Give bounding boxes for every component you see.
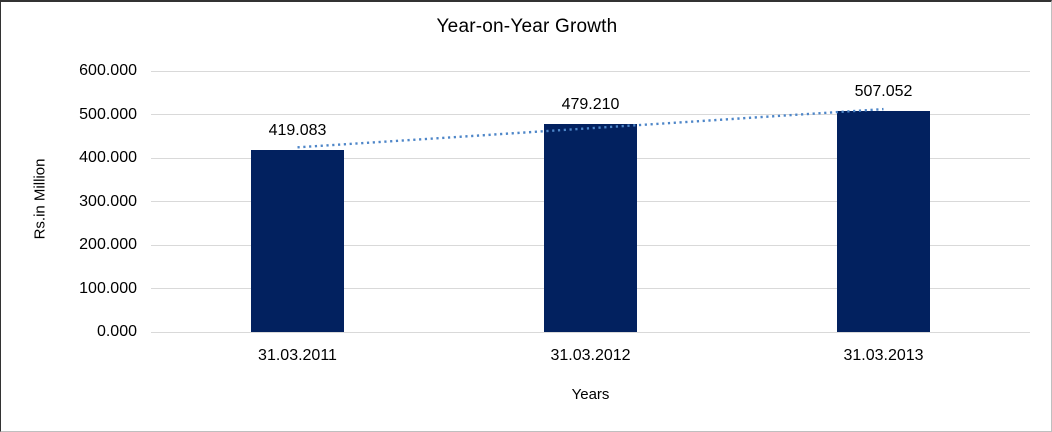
data-label: 507.052: [854, 83, 913, 101]
bar: [251, 149, 344, 332]
x-axis-title: Years: [571, 386, 610, 403]
y-axis-tick-label: 500.000: [79, 105, 137, 123]
x-axis-tick-label: 31.03.2013: [843, 347, 924, 364]
y-axis-tick-label: 400.000: [79, 149, 137, 166]
y-axis-tick-label: 200.000: [79, 236, 137, 253]
y-axis-tick-label: 100.000: [79, 279, 137, 297]
y-axis-tick-label: 600.000: [79, 62, 137, 79]
chart-title: Year-on-Year Growth: [436, 16, 618, 37]
gridline: [151, 70, 1030, 72]
data-label: 419.083: [268, 121, 327, 139]
gridline: [151, 331, 1030, 333]
y-axis-tick-label: 0.000: [96, 323, 137, 340]
bar: [544, 123, 637, 332]
bar: [837, 111, 930, 332]
y-axis-tick-label: 300.000: [79, 192, 137, 210]
x-axis-tick-label: 31.03.2012: [550, 347, 631, 364]
data-label: 479.210: [561, 95, 620, 113]
x-axis-tick-label: 31.03.2011: [258, 347, 337, 364]
